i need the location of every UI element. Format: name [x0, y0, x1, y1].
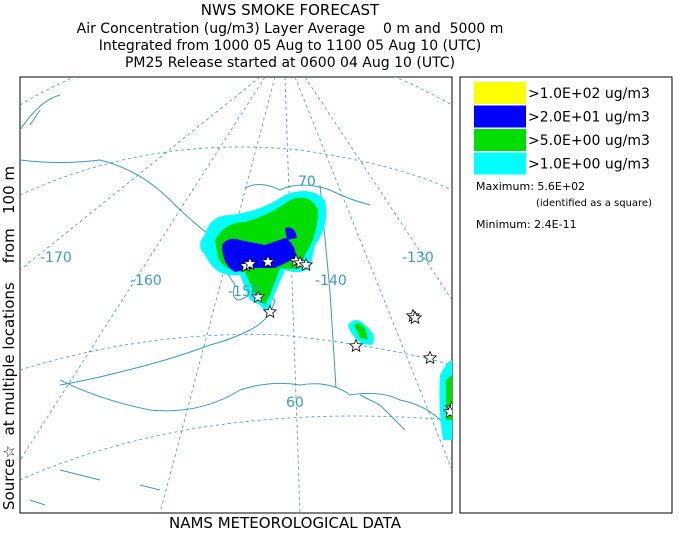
graticule [294, 77, 452, 471]
map-frame [19, 76, 453, 514]
graticule [304, 77, 452, 301]
side-label: Source☆ at multiple locations from 100 m [0, 166, 18, 510]
smoke-area [354, 323, 368, 340]
graticule-label: 60 [286, 395, 304, 411]
legend-label: >1.0E+00 ug/m3 [528, 157, 650, 173]
legend-label: >5.0E+00 ug/m3 [528, 133, 650, 149]
source-star [242, 256, 258, 271]
source-star [260, 254, 276, 269]
subtitle: Integrated from 1000 05 Aug to 1100 05 A… [99, 38, 482, 54]
source-star [422, 350, 438, 365]
legend-swatch [474, 129, 526, 151]
subtitle: PM25 Release started at 0600 04 Aug 10 (… [125, 55, 455, 71]
source-star [250, 289, 266, 304]
coastline [59, 379, 452, 431]
max-note: (identified as a square) [536, 198, 652, 209]
smoke-area [285, 227, 297, 240]
source-star [348, 338, 364, 353]
graticule-label: 70 [298, 174, 316, 190]
source-star [298, 257, 314, 272]
graticule [20, 77, 266, 461]
subtitle: Air Concentration (ug/m3) Layer Average … [77, 21, 504, 37]
coastline [29, 469, 161, 506]
legend-swatch [474, 152, 526, 175]
graticule-label: -170 [40, 250, 72, 266]
source-star [262, 304, 278, 319]
title: NWS SMOKE FORECAST [201, 1, 380, 19]
legend-swatch [474, 82, 526, 104]
footer: NAMS METEOROLOGICAL DATA [169, 514, 402, 532]
map: 70 -170 -160 -150 -140 -130 60 [19, 76, 453, 514]
legend: Maximum: 5.6E+02 (identified as a square… [459, 76, 673, 514]
graticule-label: -140 [315, 273, 347, 289]
legend-label: >2.0E+01 ug/m3 [528, 110, 650, 126]
smoke-area [222, 238, 296, 272]
maximum: Maximum: 5.6E+02 [476, 180, 585, 193]
minimum: Minimum: 2.4E-11 [476, 218, 577, 231]
graticule [20, 415, 452, 481]
coastline [20, 94, 371, 386]
legend-swatch [474, 105, 526, 128]
source-star [442, 404, 452, 419]
graticule-label: -130 [402, 250, 434, 266]
source-star [407, 310, 423, 325]
graticule-label: -160 [130, 273, 162, 289]
graticule-label: -150 [228, 284, 260, 300]
graticule [284, 77, 301, 513]
graticule [20, 146, 452, 196]
legend-label: >1.0E+02 ug/m3 [528, 86, 650, 102]
